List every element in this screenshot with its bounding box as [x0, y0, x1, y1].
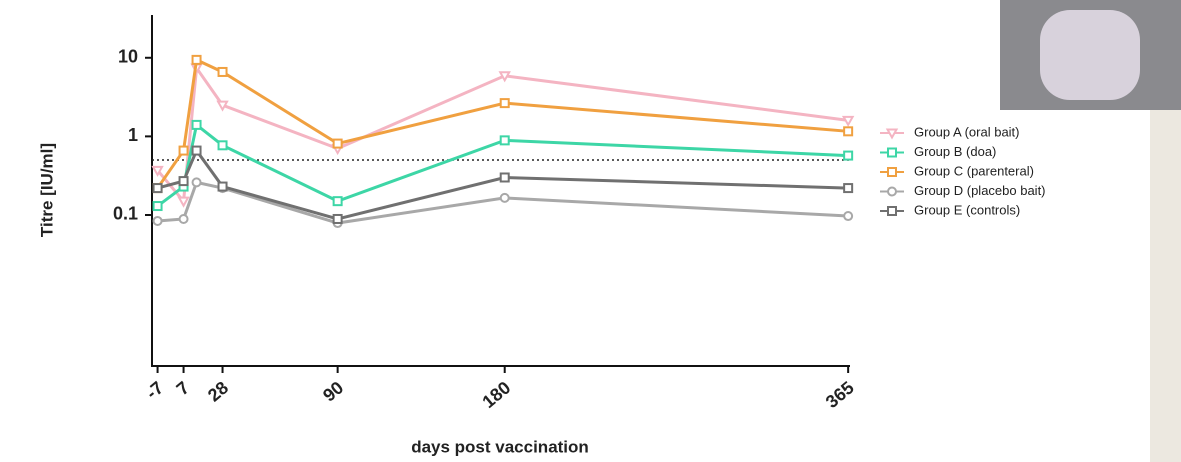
photo-glove: [1040, 10, 1140, 100]
point: [501, 173, 509, 181]
legend-label: Group A (oral bait): [914, 124, 1020, 139]
point: [334, 197, 342, 205]
point: [888, 149, 896, 157]
point: [154, 184, 162, 192]
x-tick-label: 365: [822, 377, 858, 412]
y-tick-label: 0.1: [113, 204, 138, 224]
legend-label: Group E (controls): [914, 202, 1020, 217]
y-tick-label: 10: [118, 47, 138, 67]
legend-label: Group D (placebo bait): [914, 183, 1046, 198]
series-line: [158, 151, 849, 219]
point: [501, 99, 509, 107]
point: [501, 136, 509, 144]
point: [844, 212, 852, 220]
x-tick-label: 90: [319, 377, 347, 405]
point: [888, 130, 897, 138]
point: [844, 152, 852, 160]
point: [501, 194, 509, 202]
point: [334, 140, 342, 148]
point: [844, 184, 852, 192]
point: [888, 207, 896, 215]
x-axis-title: days post vaccination: [411, 437, 589, 456]
y-tick-label: 1: [128, 125, 138, 145]
legend-label: Group B (doa): [914, 144, 996, 159]
point: [844, 127, 852, 135]
x-tick-label: -7: [142, 377, 167, 403]
x-tick-label: 180: [478, 377, 514, 412]
point: [180, 177, 188, 185]
point: [180, 147, 188, 155]
point: [179, 198, 188, 206]
point: [180, 215, 188, 223]
x-tick-label: 28: [204, 377, 232, 405]
legend-label: Group C (parenteral): [914, 163, 1034, 178]
point: [154, 202, 162, 210]
point: [193, 56, 201, 64]
point: [193, 178, 201, 186]
series-line: [158, 60, 849, 188]
point: [193, 147, 201, 155]
point: [888, 188, 896, 196]
point: [154, 217, 162, 225]
point: [334, 215, 342, 223]
point: [500, 72, 509, 80]
series-line: [158, 182, 849, 223]
photo-strip: [1150, 110, 1181, 462]
point: [219, 141, 227, 149]
point: [219, 183, 227, 191]
point: [193, 121, 201, 129]
point: [888, 168, 896, 176]
point: [844, 117, 853, 125]
point: [219, 68, 227, 76]
chart: days post vaccination Titre [IU/ml] 0.1 1…: [0, 0, 1181, 462]
x-tick-label: 7: [173, 377, 194, 399]
point: [218, 102, 227, 110]
y-axis-title: Titre [IU/ml]: [37, 143, 56, 237]
